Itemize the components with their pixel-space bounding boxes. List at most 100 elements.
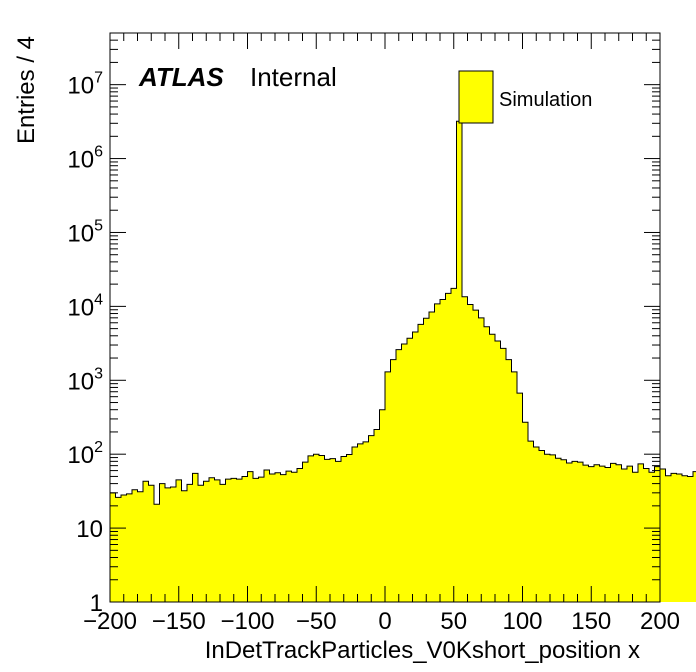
- histogram-bin: [357, 443, 364, 602]
- x-axis-ticks: [109, 33, 661, 602]
- histogram-bin: [302, 462, 309, 602]
- histogram-bin: [143, 481, 149, 602]
- histogram-bin: [484, 326, 490, 602]
- histogram-bin: [137, 491, 144, 602]
- histogram-bin: [242, 476, 248, 602]
- histogram-bin: [583, 465, 589, 602]
- histogram-bin: [522, 422, 529, 602]
- histogram-bin: [451, 288, 457, 602]
- atlas-label: ATLAS: [138, 62, 224, 92]
- histogram-bin: [121, 495, 127, 602]
- histogram-bin: [643, 468, 650, 602]
- histogram-bin: [621, 469, 628, 602]
- histogram-bin: [401, 343, 408, 602]
- histogram-bin: [467, 304, 474, 602]
- legend-label-simulation: Simulation: [499, 89, 592, 111]
- histogram-bin: [253, 478, 259, 602]
- histogram-bin: [456, 121, 463, 602]
- histogram-bin: [660, 469, 666, 602]
- histogram-bin: [291, 472, 298, 602]
- histogram-bin: [390, 359, 397, 602]
- histogram-bin: [517, 393, 523, 602]
- histogram-bin: [346, 454, 353, 602]
- x-tick-label: 50: [440, 608, 467, 635]
- histogram-bin: [616, 464, 622, 602]
- y-axis-ticks: [110, 32, 660, 603]
- y-tick-label: 106: [67, 144, 103, 174]
- histogram-bin: [665, 475, 672, 602]
- histogram-bin: [319, 455, 325, 602]
- histogram-bin: [258, 477, 265, 602]
- histogram-bin: [308, 455, 314, 602]
- histogram-bin: [627, 466, 633, 602]
- x-tick-label: −100: [220, 608, 274, 635]
- histogram-bin: [594, 464, 600, 602]
- y-tick-label: 1: [90, 590, 103, 617]
- histogram-bin: [489, 334, 496, 602]
- x-tick-label: 100: [502, 608, 542, 635]
- histogram-bin: [335, 461, 342, 602]
- histogram-bin: [588, 466, 595, 602]
- x-tick-label: −200: [83, 608, 137, 635]
- histogram-bin: [577, 462, 584, 602]
- x-tick-label: 0: [378, 608, 391, 635]
- x-tick-label: −50: [296, 608, 337, 635]
- histogram-bin: [209, 477, 215, 602]
- histogram-bin: [203, 481, 210, 602]
- histogram-bin: [412, 332, 419, 602]
- histogram-bin: [126, 493, 133, 602]
- histogram-bin: [495, 341, 501, 602]
- histogram-bin: [170, 486, 177, 602]
- histogram-bin: [275, 472, 281, 602]
- histogram-bin: [550, 454, 556, 602]
- internal-label: Internal: [250, 62, 337, 92]
- histogram-bin: [313, 454, 320, 602]
- histogram-bin: [236, 479, 243, 602]
- histogram-bin: [247, 471, 254, 602]
- histogram-bin: [363, 441, 369, 602]
- histogram-bin: [264, 470, 270, 602]
- histogram-bin: [341, 456, 347, 602]
- histogram-bin: [566, 463, 573, 602]
- histogram-bin: [192, 473, 199, 602]
- histogram-bin: [324, 459, 331, 602]
- y-tick-label: 105: [67, 217, 103, 247]
- histogram-bin: [434, 303, 441, 602]
- histogram-bin: [632, 472, 639, 602]
- histogram-bin: [214, 479, 221, 602]
- histogram-bin: [368, 435, 375, 602]
- histogram-bin: [115, 497, 122, 602]
- histogram-bin: [478, 317, 485, 602]
- histogram-bin: [599, 466, 606, 602]
- histogram-bin: [533, 447, 540, 602]
- histogram-bin: [423, 318, 430, 602]
- histogram-bin: [280, 474, 287, 602]
- histogram-bin: [605, 467, 611, 602]
- legend-swatch: [458, 70, 494, 124]
- histogram-bin: [528, 441, 534, 602]
- histogram-bin: [687, 476, 694, 602]
- histogram-bin: [671, 473, 677, 602]
- histogram-bin: [165, 487, 171, 602]
- histogram-bin: [181, 490, 188, 602]
- histogram-bin: [429, 311, 435, 602]
- histogram-bin: [572, 461, 578, 602]
- histogram-bin: [462, 296, 468, 602]
- y-tick-label: 104: [67, 291, 103, 321]
- histogram-bin: [500, 348, 507, 602]
- histogram-bin: [418, 324, 424, 602]
- y-tick-label: 10: [76, 516, 103, 543]
- x-tick-label: −150: [152, 608, 206, 635]
- histogram-bin: [649, 472, 655, 602]
- histogram-bin: [198, 485, 204, 602]
- histogram-bin: [407, 338, 413, 602]
- histogram-bin: [682, 475, 688, 602]
- histogram-bin: [148, 485, 155, 602]
- histogram-bin: [610, 463, 617, 602]
- histogram-bin: [269, 473, 276, 602]
- x-tick-label: 200: [640, 608, 680, 635]
- histogram-bin: [231, 478, 237, 602]
- histogram-bin: [445, 293, 452, 602]
- histogram-bin: [506, 359, 512, 602]
